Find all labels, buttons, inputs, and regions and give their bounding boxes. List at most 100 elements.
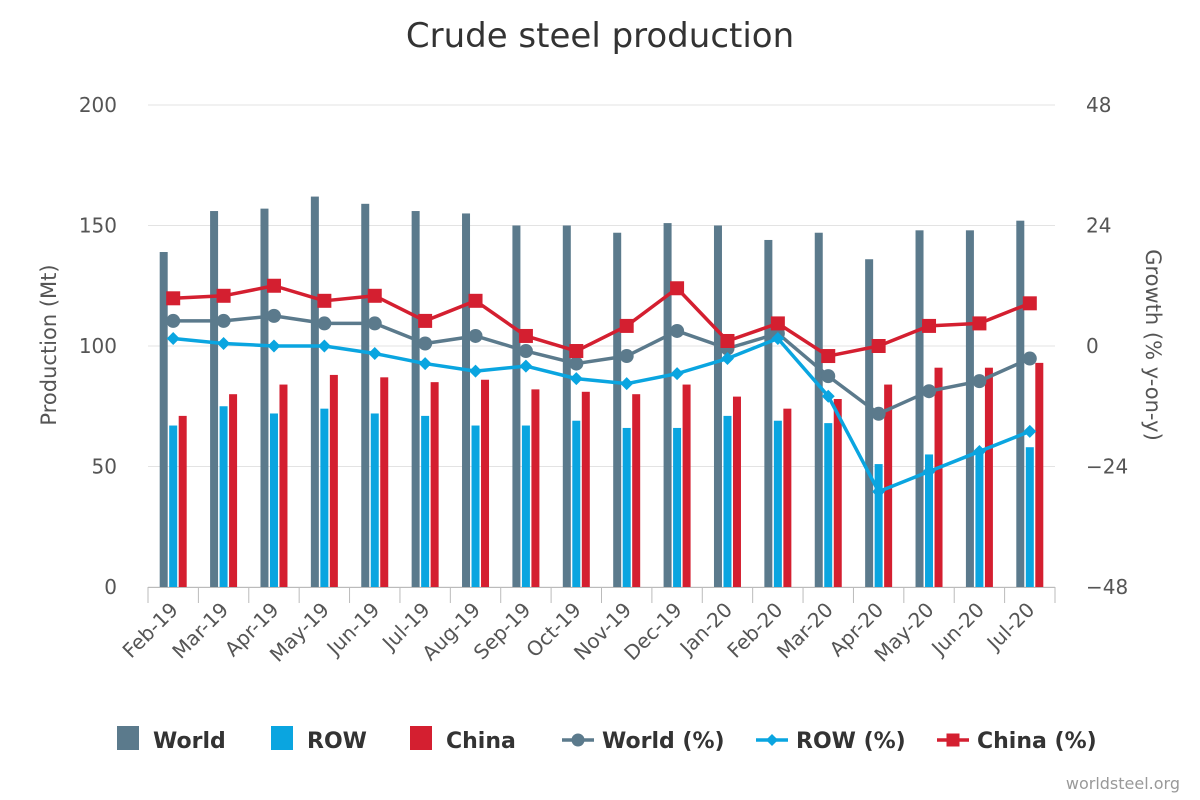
bar-china (430, 382, 439, 587)
line-row (173, 336, 1031, 494)
bar-row (673, 427, 682, 587)
point-row (317, 339, 331, 353)
bar-china (581, 391, 590, 587)
y-left-tick-label: 200 (79, 93, 117, 117)
bar-world (159, 252, 168, 587)
legend-label: China (446, 729, 516, 754)
point-china (569, 344, 584, 359)
bar-row (169, 425, 178, 587)
legend-label: ROW (307, 729, 367, 754)
point-china (367, 288, 382, 303)
point-row (1023, 424, 1037, 438)
bar-row (773, 420, 782, 587)
point-china (266, 278, 281, 293)
legend-marker (766, 734, 778, 746)
legend-item-china[interactable]: China (410, 726, 516, 754)
legend-item-row[interactable]: ROW (271, 726, 367, 754)
bar-row (874, 464, 883, 587)
point-china (821, 349, 836, 364)
bar-china (934, 367, 943, 587)
bar-row (269, 413, 278, 587)
point-world (367, 316, 382, 331)
point-world (166, 313, 181, 328)
bar-china (984, 367, 993, 587)
point-row (217, 336, 231, 350)
legend-swatch (410, 726, 432, 750)
point-world (518, 344, 533, 359)
point-world (922, 384, 937, 399)
bar-row (824, 423, 833, 587)
point-row (922, 465, 936, 479)
bar-china (732, 396, 741, 587)
x-tick-label: Mar-20 (772, 598, 838, 664)
bar-row (975, 449, 984, 587)
point-world (871, 406, 886, 421)
bar-china (329, 374, 338, 587)
point-china (670, 281, 685, 296)
bar-world (613, 232, 622, 588)
point-china (1022, 296, 1037, 311)
point-world (317, 316, 332, 331)
y-right-tick-label: 24 (1086, 214, 1111, 238)
bar-china (178, 415, 187, 587)
bar-world (965, 230, 974, 587)
y-right-tick-label: −24 (1086, 455, 1128, 479)
point-world (619, 349, 634, 364)
bar-series-group (159, 196, 1044, 588)
bar-world (260, 208, 269, 587)
bar-row (421, 415, 430, 587)
legend-item-world[interactable]: World (117, 726, 226, 754)
bar-china (783, 408, 792, 587)
y-left-tick-label: 100 (79, 334, 117, 358)
point-china (468, 293, 483, 308)
legend-item-row[interactable]: ROW (%) (756, 729, 906, 754)
point-world (468, 328, 483, 343)
point-row (972, 444, 986, 458)
line-world (173, 314, 1031, 416)
bar-world (462, 213, 471, 587)
legend-item-world[interactable]: World (%) (562, 729, 725, 754)
point-row (720, 352, 734, 366)
bar-china (229, 394, 238, 587)
bar-world (1016, 220, 1025, 587)
bar-row (572, 420, 581, 587)
bar-world (663, 223, 672, 587)
point-china (972, 316, 987, 331)
y-left-axis-label: Production (Mt) (37, 264, 61, 425)
point-row (569, 372, 583, 386)
point-world (266, 308, 281, 323)
y-right-tick-label: −48 (1086, 575, 1128, 599)
y-left-tick-label: 0 (104, 575, 117, 599)
legend-label: World (153, 729, 226, 754)
legend-label: ROW (%) (796, 729, 906, 754)
bar-row (370, 413, 379, 587)
point-world (821, 369, 836, 384)
bar-row (723, 415, 732, 587)
bar-row (219, 406, 228, 587)
point-row (368, 347, 382, 361)
y-right-tick-label: 0 (1086, 334, 1099, 358)
bar-world (361, 203, 370, 587)
point-row (166, 331, 180, 345)
bar-china (481, 379, 490, 587)
legend-item-china[interactable]: China (%) (937, 729, 1097, 754)
bar-china (632, 394, 641, 587)
point-row (670, 367, 684, 381)
x-tick-label: Jul-20 (981, 598, 1040, 657)
bar-world (713, 225, 722, 587)
bar-world (915, 230, 924, 587)
point-china (166, 291, 181, 306)
bar-world (512, 225, 521, 587)
bar-china (1035, 362, 1044, 587)
bar-china (531, 389, 540, 587)
legend-marker (946, 733, 960, 747)
point-world (1022, 351, 1037, 366)
point-row (821, 389, 835, 403)
point-world (569, 356, 584, 371)
point-row (469, 364, 483, 378)
bar-china (682, 384, 691, 587)
point-world (216, 313, 231, 328)
point-row (620, 377, 634, 391)
bar-row (521, 425, 530, 587)
